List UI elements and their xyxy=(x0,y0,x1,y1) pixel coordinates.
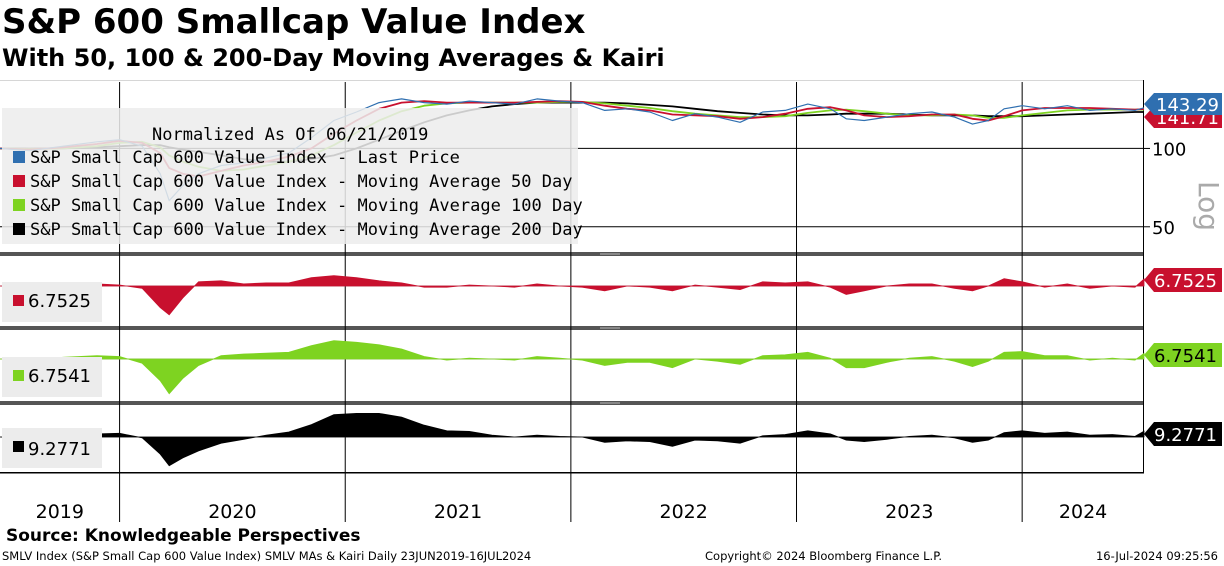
tag-kairi100: 6.7541 xyxy=(1144,343,1222,367)
kairi50-legend-value: 6.7525 xyxy=(28,291,91,312)
x-tick-label-2020: 2020 xyxy=(208,501,256,523)
x-tick-label-2023: 2023 xyxy=(885,501,933,523)
x-tick-label-2019: 2019 xyxy=(36,501,84,523)
kairi-area-1 xyxy=(0,340,1145,395)
chart-subtitle: With 50, 100 & 200-Day Moving Averages &… xyxy=(2,44,665,72)
kairi50-legend-swatch xyxy=(13,295,24,306)
kairi100-legend-swatch xyxy=(13,370,24,381)
tag-kairi200: 9.2771 xyxy=(1144,422,1222,446)
tag-kairi200-value: 9.2771 xyxy=(1154,425,1217,446)
kairi200-legend-value: 9.2771 xyxy=(28,439,91,460)
legend-swatch-price xyxy=(13,151,25,163)
legend-entry-ma200: S&P Small Cap 600 Value Index - Moving A… xyxy=(30,220,583,240)
x-axis-labels: 2019 2020 2021 2022 2023 2024 xyxy=(36,501,1108,523)
kairi-area-0 xyxy=(0,275,1145,316)
y-tick-label-100: 100 xyxy=(1152,139,1186,160)
source-note: Source: Knowledgeable Perspectives xyxy=(6,526,361,546)
y-tick-label-50: 50 xyxy=(1152,218,1175,239)
legend-entry-price: S&P Small Cap 600 Value Index - Last Pri… xyxy=(30,148,460,168)
legend-swatch-ma50 xyxy=(13,175,25,187)
log-scale-label: Log xyxy=(1192,181,1224,231)
legend-swatch-ma100 xyxy=(13,199,25,211)
legend-swatch-ma200 xyxy=(13,223,25,235)
tag-kairi50: 6.7525 xyxy=(1144,268,1222,292)
y-axis-ticks: 100 50 xyxy=(1144,139,1186,239)
tag-kairi100-value: 6.7541 xyxy=(1154,346,1217,367)
kairi100-legend-value: 6.7541 xyxy=(28,366,91,387)
legend-entry-ma50: S&P Small Cap 600 Value Index - Moving A… xyxy=(30,172,572,192)
kairi-area-2 xyxy=(0,413,1145,467)
footer-copyright: Copyright© 2024 Bloomberg Finance L.P. xyxy=(705,549,942,563)
tag-price: 143.29 xyxy=(1144,93,1222,116)
legend-entry-ma100: S&P Small Cap 600 Value Index - Moving A… xyxy=(30,196,583,216)
tag-kairi50-value: 6.7525 xyxy=(1154,271,1217,292)
legend-box xyxy=(2,108,578,244)
x-tick-label-2022: 2022 xyxy=(660,501,708,523)
footer-timestamp: 16-Jul-2024 09:25:56 xyxy=(1095,549,1218,563)
tag-price-value: 143.29 xyxy=(1156,95,1219,116)
panel-frames xyxy=(0,80,1144,474)
kairi200-legend-swatch xyxy=(13,441,24,452)
footer-security-info: SMLV Index (S&P Small Cap 600 Value Inde… xyxy=(2,549,532,563)
x-tick-label-2024: 2024 xyxy=(1059,501,1107,523)
chart-title: S&P 600 Smallcap Value Index xyxy=(2,2,586,42)
x-tick-label-2021: 2021 xyxy=(434,501,482,523)
kairi-areas xyxy=(0,275,1145,467)
normalized-label: Normalized As Of 06/21/2019 xyxy=(152,125,428,145)
